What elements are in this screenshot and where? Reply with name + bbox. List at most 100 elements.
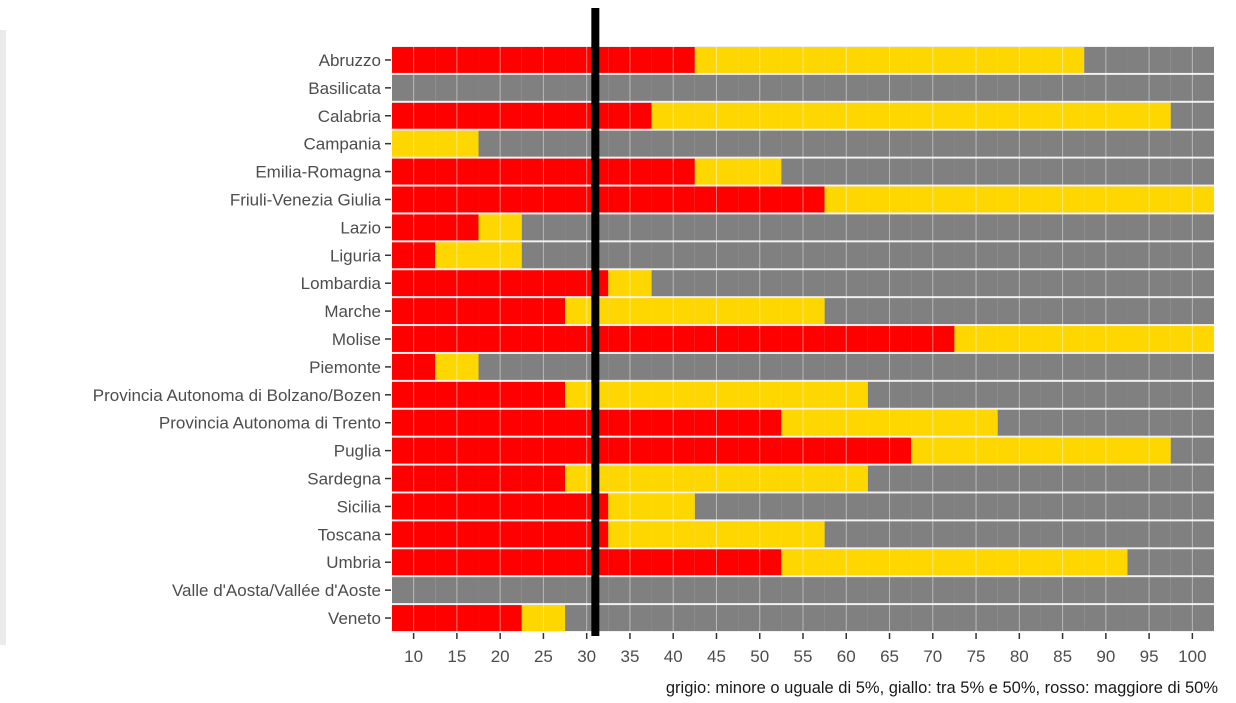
heatmap-cell (954, 102, 998, 129)
y-tick-label: Valle d'Aosta/Vallée d'Aoste (172, 581, 381, 600)
heatmap-cell (651, 214, 695, 241)
heatmap-cell (997, 409, 1041, 436)
heatmap-cell (1084, 47, 1128, 73)
heatmap-cell (1040, 186, 1085, 213)
heatmap-cell (1084, 74, 1128, 101)
heatmap-cell (997, 270, 1041, 297)
heatmap-cell (694, 47, 739, 73)
heatmap-cell (867, 186, 912, 213)
heatmap-cell (392, 577, 436, 604)
heatmap-cell (392, 549, 436, 576)
heatmap-cell (392, 130, 436, 157)
heatmap-cell (1040, 605, 1085, 631)
heatmap-cell (1127, 326, 1171, 352)
heatmap-cell (1040, 521, 1085, 548)
heatmap-cell (1170, 353, 1214, 380)
heatmap-cell (997, 437, 1041, 464)
y-tick-label: Campania (304, 135, 382, 154)
heatmap-cell (392, 242, 436, 269)
heatmap-cell (1040, 74, 1085, 101)
heatmap-cell (997, 47, 1041, 73)
heatmap-cell (1127, 270, 1171, 297)
y-tick-label: Lazio (340, 218, 381, 237)
heatmap-cell (521, 577, 566, 604)
heatmap-cell (1127, 74, 1171, 101)
heatmap-cell (997, 102, 1041, 129)
heatmap-cell (694, 326, 739, 352)
x-tick-label: 50 (750, 647, 769, 666)
heatmap-cell (521, 74, 566, 101)
heatmap-cell (911, 326, 955, 352)
heatmap-cell (521, 47, 566, 73)
heatmap-cell (565, 326, 609, 352)
heatmap-cell (1127, 130, 1171, 157)
heatmap-cell (694, 437, 739, 464)
heatmap-cell (1170, 130, 1214, 157)
heatmap-cell (478, 102, 522, 129)
heatmap-cell (694, 493, 739, 520)
heatmap-cell (997, 214, 1041, 241)
heatmap-cell (867, 437, 912, 464)
heatmap-cell (608, 214, 652, 241)
heatmap-cell (1170, 298, 1214, 325)
heatmap-cell (824, 465, 868, 492)
heatmap-cell (997, 158, 1041, 185)
heatmap-cell (694, 298, 739, 325)
x-tick-label: 70 (923, 647, 942, 666)
heatmap-cell (911, 130, 955, 157)
heatmap-cell (824, 577, 868, 604)
heatmap-cell (738, 47, 782, 73)
heatmap-cell (911, 270, 955, 297)
heatmap-cell (608, 270, 652, 297)
heatmap-cell (824, 47, 868, 73)
y-tick-label: Toscana (318, 525, 382, 544)
heatmap-cell (651, 353, 695, 380)
heatmap-cell (651, 270, 695, 297)
heatmap-cell (867, 381, 912, 408)
heatmap-cell (1040, 242, 1085, 269)
heatmap-cell (608, 605, 652, 631)
heatmap-cell (608, 577, 652, 604)
heatmap-cell (521, 521, 566, 548)
heatmap-cell (1127, 353, 1171, 380)
heatmap-cell (954, 577, 998, 604)
heatmap-cell (1084, 493, 1128, 520)
heatmap-cell (392, 186, 436, 213)
heatmap-cell (478, 186, 522, 213)
heatmap-cell (392, 353, 436, 380)
heatmap-cell (824, 74, 868, 101)
heatmap-cell (867, 242, 912, 269)
y-tick-label: Provincia Autonoma di Bolzano/Bozen (93, 386, 381, 405)
heatmap-cell (392, 381, 436, 408)
heatmap-cell (1170, 577, 1214, 604)
heatmap-cell (1170, 326, 1214, 352)
x-tick-label: 30 (577, 647, 596, 666)
heatmap-cell (565, 74, 609, 101)
heatmap-cell (824, 214, 868, 241)
heatmap-cell (478, 158, 522, 185)
heatmap-cell (565, 242, 609, 269)
heatmap-cell (824, 437, 868, 464)
heatmap-cell (824, 521, 868, 548)
heatmap-cell (435, 298, 479, 325)
heatmap-cell (738, 186, 782, 213)
heatmap-cell (694, 465, 739, 492)
heatmap-cell (1127, 242, 1171, 269)
heatmap-cell (997, 521, 1041, 548)
x-tick-label: 10 (404, 647, 423, 666)
heatmap-cell (867, 214, 912, 241)
heatmap-cell (521, 158, 566, 185)
heatmap-cell (997, 186, 1041, 213)
heatmap-cell (911, 493, 955, 520)
heatmap-cell (478, 326, 522, 352)
heatmap-cell (781, 577, 825, 604)
heatmap-cell (608, 409, 652, 436)
heatmap-cell (694, 577, 739, 604)
heatmap-cell (997, 577, 1041, 604)
x-tick-label: 80 (1010, 647, 1029, 666)
heatmap-cell (738, 353, 782, 380)
heatmap-cell (911, 577, 955, 604)
heatmap-cell (435, 409, 479, 436)
heatmap-cell (651, 298, 695, 325)
